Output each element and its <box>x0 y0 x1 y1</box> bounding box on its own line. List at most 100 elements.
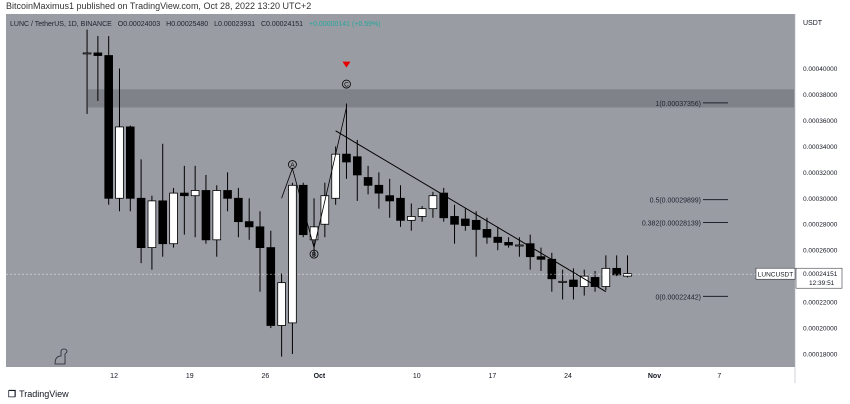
candle[interactable] <box>569 268 578 300</box>
candle[interactable] <box>461 208 470 231</box>
high-value: H0.00025480 <box>166 21 209 28</box>
brand-label: TradingView <box>19 389 69 399</box>
candle-body <box>136 197 146 249</box>
candle-body <box>504 242 513 246</box>
candle[interactable] <box>147 195 157 270</box>
candle[interactable] <box>288 182 297 355</box>
candle[interactable] <box>115 68 124 212</box>
candle[interactable] <box>82 29 92 114</box>
publish-header: BitcoinMaximus1 published on TradingView… <box>6 1 312 11</box>
candle-body <box>558 280 567 283</box>
candle[interactable] <box>190 165 200 238</box>
candle[interactable] <box>439 187 449 222</box>
candle[interactable] <box>623 255 632 278</box>
candle-body <box>104 55 113 199</box>
wave-label: C <box>344 82 349 89</box>
candle[interactable] <box>255 211 265 292</box>
close-value: C0.00024151 <box>260 21 304 28</box>
x-tick-label: 7 <box>717 373 721 380</box>
wave-path[interactable] <box>281 107 347 248</box>
candle-body <box>180 192 189 197</box>
candle[interactable] <box>482 217 492 244</box>
candle[interactable] <box>136 159 146 264</box>
candle-body <box>266 247 276 326</box>
candle[interactable] <box>223 172 232 212</box>
candle[interactable] <box>212 185 222 257</box>
open-value: O0.00024003 <box>117 21 161 28</box>
candle-body <box>331 153 340 199</box>
candle-body <box>223 190 232 199</box>
candle-body <box>277 282 286 326</box>
candle-body <box>612 267 621 276</box>
candle[interactable] <box>504 237 513 248</box>
candle-body <box>190 190 200 197</box>
candle-body <box>385 195 394 202</box>
candle[interactable] <box>352 139 362 201</box>
descending-trendline[interactable] <box>335 130 607 293</box>
candle[interactable] <box>374 172 384 209</box>
candle[interactable] <box>298 182 308 238</box>
candle[interactable] <box>180 165 189 235</box>
candle[interactable] <box>536 247 546 271</box>
y-tick-label: 0.00018000 <box>803 352 838 359</box>
sell-arrow-icon <box>342 61 351 68</box>
candle-body <box>298 184 308 236</box>
candle[interactable] <box>158 143 168 257</box>
change-value: +0.00000141 (+0.59%) <box>308 21 381 28</box>
candle[interactable] <box>169 187 178 248</box>
wave-label-circle <box>288 160 297 169</box>
candle[interactable] <box>558 269 567 300</box>
candle[interactable] <box>525 234 535 270</box>
candle-body <box>126 126 135 199</box>
wave-label-circle <box>309 249 319 259</box>
candle-body <box>601 267 611 287</box>
candle[interactable] <box>277 273 286 357</box>
candle[interactable] <box>396 185 405 227</box>
candle-body <box>234 197 243 223</box>
candle[interactable] <box>612 255 621 277</box>
y-tick-label: 0.00036000 <box>803 118 838 125</box>
candle-body <box>536 256 546 260</box>
x-tick-label: 19 <box>186 373 194 380</box>
candle[interactable] <box>428 191 438 218</box>
fib-level-label: 0(0.00022442) <box>655 294 701 301</box>
price-axis[interactable] <box>795 14 850 384</box>
candle[interactable] <box>493 226 503 251</box>
x-tick-label: 24 <box>564 373 572 380</box>
dino-icon <box>54 348 68 365</box>
x-tick-label: 10 <box>413 373 421 380</box>
candle[interactable] <box>601 255 611 291</box>
candle[interactable] <box>342 103 351 179</box>
candle-body <box>212 190 222 241</box>
candle[interactable] <box>471 211 481 257</box>
candle-body <box>525 243 535 258</box>
candle[interactable] <box>385 178 394 218</box>
candle[interactable] <box>244 198 254 240</box>
candle[interactable] <box>363 165 373 195</box>
candle[interactable] <box>266 230 276 329</box>
candle[interactable] <box>104 36 113 205</box>
candle[interactable] <box>320 182 330 238</box>
candle-body <box>396 197 405 221</box>
candle[interactable] <box>93 36 103 101</box>
y-tick-label: 0.00032000 <box>803 170 838 177</box>
candle-body <box>439 192 449 219</box>
candle[interactable] <box>407 203 416 231</box>
candle[interactable] <box>126 125 135 212</box>
candle-body <box>515 244 524 247</box>
symbol-label[interactable]: LUNC / TetherUS, 1D, BINANCE <box>10 21 112 28</box>
candle[interactable] <box>234 187 243 238</box>
footer-brand[interactable]: ❒ TradingView <box>8 389 69 400</box>
time-axis[interactable] <box>0 367 795 383</box>
candle-body <box>569 279 578 287</box>
y-tick-label: 0.00026000 <box>803 248 838 255</box>
y-tick-label: 0.00020000 <box>803 326 838 333</box>
resistance-zone <box>88 89 794 108</box>
candle-body <box>342 153 351 163</box>
candle[interactable] <box>201 174 211 244</box>
candle-body <box>374 184 384 194</box>
x-tick-label: 17 <box>488 373 496 380</box>
candle[interactable] <box>450 204 459 244</box>
candle[interactable] <box>417 206 427 222</box>
